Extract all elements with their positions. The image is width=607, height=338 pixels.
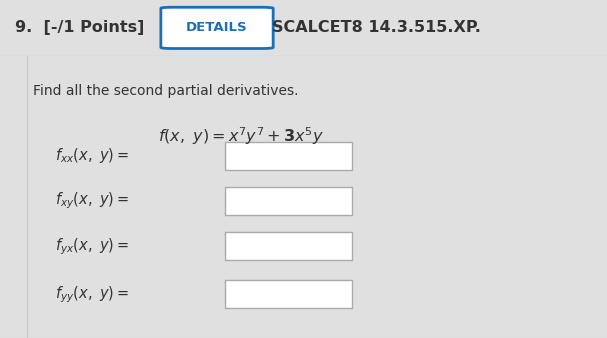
Bar xyxy=(225,280,352,308)
Text: DETAILS: DETAILS xyxy=(186,21,248,34)
Text: $\mathit{f}_{yx}(x,\ y) =$: $\mathit{f}_{yx}(x,\ y) =$ xyxy=(55,236,129,257)
Bar xyxy=(225,187,352,215)
Text: SCALCET8 14.3.515.XP.: SCALCET8 14.3.515.XP. xyxy=(272,20,481,35)
Text: $\mathit{f}_{yy}(x,\ y) =$: $\mathit{f}_{yy}(x,\ y) =$ xyxy=(55,284,129,305)
Text: $\mathit{f}_{xx}(x,\ y) =$: $\mathit{f}_{xx}(x,\ y) =$ xyxy=(55,146,129,166)
Text: Find all the second partial derivatives.: Find all the second partial derivatives. xyxy=(33,84,299,98)
Bar xyxy=(225,142,352,170)
Bar xyxy=(225,232,352,260)
Text: 9.  [-/1 Points]: 9. [-/1 Points] xyxy=(15,20,144,35)
Text: $\mathit{f}_{xy}(x,\ y) =$: $\mathit{f}_{xy}(x,\ y) =$ xyxy=(55,191,129,211)
Text: $\mathit{f}(x,\ y) = x^7y^7 + \mathbf{3}x^5y$: $\mathit{f}(x,\ y) = x^7y^7 + \mathbf{3}… xyxy=(158,125,324,147)
FancyBboxPatch shape xyxy=(161,7,273,49)
